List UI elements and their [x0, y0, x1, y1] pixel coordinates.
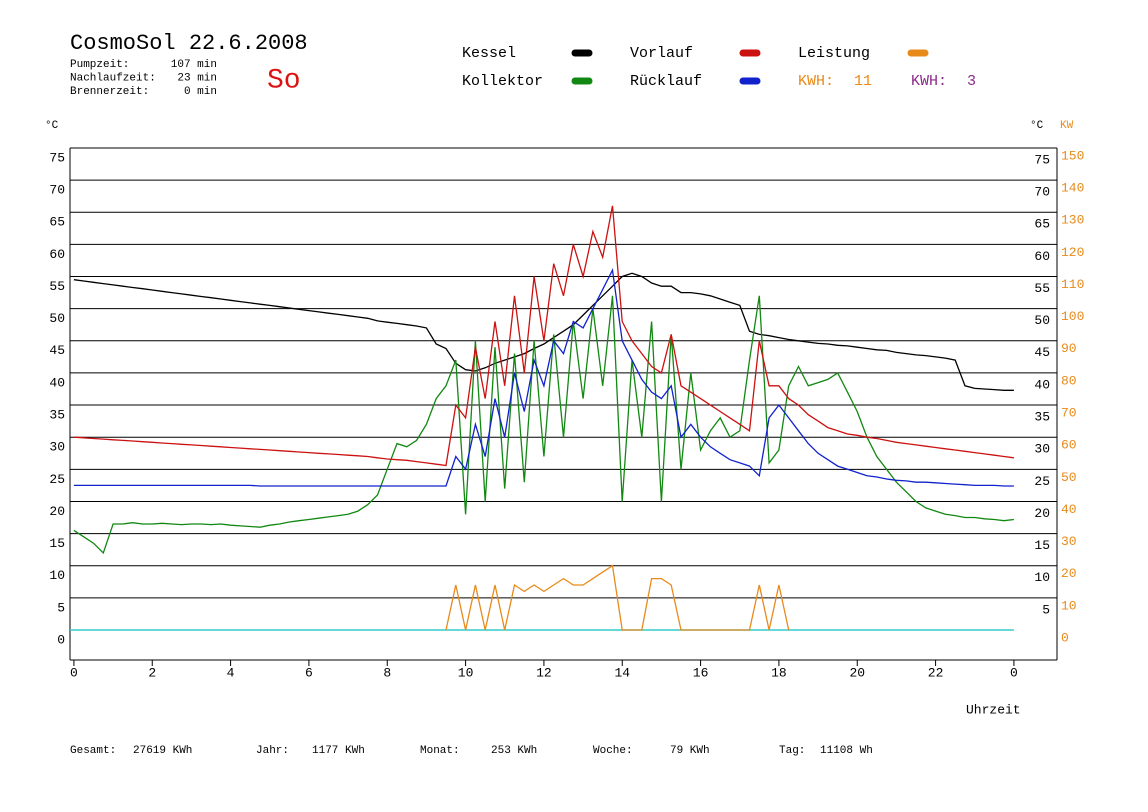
y-tick-label: 30 — [49, 440, 65, 455]
info-label: Pumpzeit: — [70, 59, 129, 71]
x-tick-label: 4 — [227, 665, 235, 680]
y-tick-label: 5 — [57, 600, 65, 615]
y2-tick-label: 0 — [1061, 630, 1069, 645]
x-tick-label: 22 — [928, 665, 944, 680]
y2-tick-label: 100 — [1061, 309, 1084, 324]
y-tick-label: 55 — [49, 279, 65, 294]
x-tick-label: 20 — [849, 665, 865, 680]
footer-label: Jahr: — [256, 745, 289, 757]
y-tick-label: 60 — [49, 247, 65, 262]
y-tick-label-right: 55 — [1034, 281, 1050, 296]
y2-tick-label: 110 — [1061, 277, 1084, 292]
y2-tick-label: 140 — [1061, 181, 1084, 196]
y-tick-label-right: 5 — [1042, 602, 1050, 617]
y-tick-label: 20 — [49, 504, 65, 519]
info-label: Brennerzeit: — [70, 86, 149, 98]
y2-tick-label: 150 — [1061, 148, 1084, 163]
legend-label: Vorlauf — [630, 45, 693, 62]
footer-value: 1177 KWh — [312, 745, 365, 757]
day-label: So — [267, 65, 301, 96]
y2-axis-label: KW — [1060, 120, 1074, 132]
y-axis-label-right: °C — [1030, 120, 1044, 132]
y2-tick-label: 10 — [1061, 598, 1077, 613]
kwh-value: 3 — [967, 73, 976, 90]
x-tick-label: 12 — [536, 665, 552, 680]
y-tick-label: 0 — [57, 632, 65, 647]
y-tick-label-right: 20 — [1034, 506, 1050, 521]
y-tick-label-right: 50 — [1034, 313, 1050, 328]
legend-label: Leistung — [798, 45, 870, 62]
footer-value: 11108 Wh — [820, 745, 873, 757]
y-tick-label: 70 — [49, 183, 65, 198]
footer-value: 79 KWh — [670, 745, 710, 757]
series-line — [73, 267, 1014, 487]
footer-label: Tag: — [779, 745, 805, 757]
y-tick-label-right: 25 — [1034, 474, 1050, 489]
y-axis-label: °C — [45, 120, 59, 132]
y-tick-label-right: 15 — [1034, 538, 1050, 553]
y2-tick-label: 30 — [1061, 534, 1077, 549]
y-tick-label: 50 — [49, 311, 65, 326]
y-tick-label: 25 — [49, 472, 65, 487]
kwh-label: KWH: — [798, 73, 834, 90]
y2-tick-label: 50 — [1061, 470, 1077, 485]
x-tick-label: 10 — [458, 665, 474, 680]
x-axis-label: Uhrzeit — [966, 702, 1021, 717]
footer-value: 27619 KWh — [133, 745, 192, 757]
y-tick-label: 65 — [49, 215, 65, 230]
info-value: 23 min — [177, 72, 217, 84]
footer-label: Gesamt: — [70, 745, 116, 757]
y-tick-label-right: 45 — [1034, 345, 1050, 360]
y-tick-label-right: 30 — [1034, 442, 1050, 457]
y-tick-label: 75 — [49, 150, 65, 165]
info-value: 0 min — [184, 86, 217, 98]
y-tick-label-right: 60 — [1034, 249, 1050, 264]
legend-label: Rücklauf — [630, 73, 702, 90]
series-line — [445, 564, 790, 631]
kwh-label: KWH: — [911, 73, 947, 90]
legend-label: Kessel — [462, 45, 516, 62]
kwh-value: 11 — [854, 73, 872, 90]
x-tick-label: 0 — [70, 665, 78, 680]
x-tick-label: 8 — [383, 665, 391, 680]
y2-tick-label: 60 — [1061, 438, 1077, 453]
series-line — [73, 272, 1014, 391]
x-tick-label: 0 — [1010, 665, 1018, 680]
y-tick-label: 35 — [49, 407, 65, 422]
y-tick-label: 10 — [49, 568, 65, 583]
y-tick-label-right: 70 — [1034, 185, 1050, 200]
y-tick-label: 45 — [49, 343, 65, 358]
y-tick-label: 15 — [49, 536, 65, 551]
y2-tick-label: 40 — [1061, 502, 1077, 517]
info-label: Nachlaufzeit: — [70, 72, 156, 84]
y-tick-label-right: 10 — [1034, 570, 1050, 585]
y2-tick-label: 80 — [1061, 373, 1077, 388]
chart-title: CosmoSol 22.6.2008 — [70, 31, 308, 56]
footer-label: Woche: — [593, 745, 633, 757]
series-line — [73, 205, 1014, 467]
x-tick-label: 2 — [148, 665, 156, 680]
info-value: 107 min — [171, 59, 217, 71]
y2-tick-label: 70 — [1061, 405, 1077, 420]
x-tick-label: 18 — [771, 665, 787, 680]
footer-value: 253 KWh — [491, 745, 537, 757]
x-tick-label: 14 — [614, 665, 630, 680]
x-tick-label: 6 — [305, 665, 313, 680]
series-line — [73, 295, 1014, 555]
x-tick-label: 16 — [693, 665, 709, 680]
legend-label: Kollektor — [462, 73, 543, 90]
y-tick-label-right: 35 — [1034, 409, 1050, 424]
y-tick-label-right: 40 — [1034, 377, 1050, 392]
y-tick-label-right: 65 — [1034, 217, 1050, 232]
y2-tick-label: 90 — [1061, 341, 1077, 356]
y-tick-label-right: 75 — [1034, 152, 1050, 167]
y-tick-label: 40 — [49, 375, 65, 390]
y2-tick-label: 20 — [1061, 566, 1077, 581]
y2-tick-label: 120 — [1061, 245, 1084, 260]
footer-label: Monat: — [420, 745, 460, 757]
y2-tick-label: 130 — [1061, 213, 1084, 228]
